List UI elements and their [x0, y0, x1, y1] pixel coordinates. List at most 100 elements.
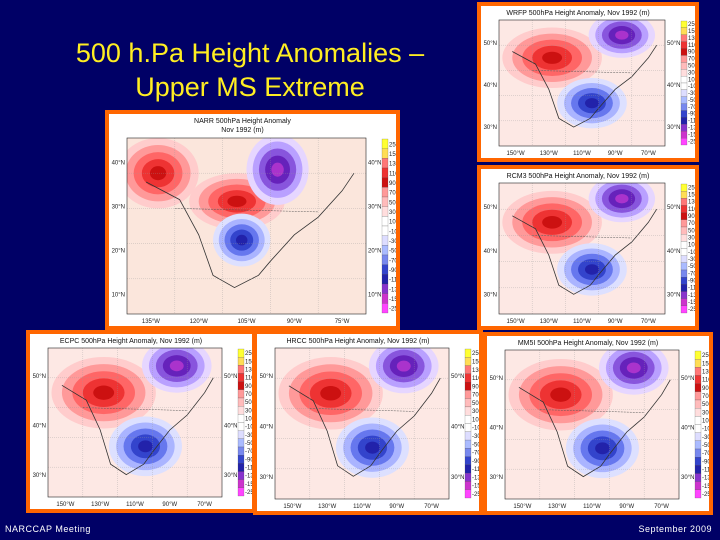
map-panel-ecpc: ECPC 500hPa Height Anomaly, Nov 1992 (m)…: [26, 330, 256, 513]
scale-swatch: [694, 481, 702, 490]
negative-anomaly-south: [213, 213, 271, 267]
map-panel-mm5i: MM5I 500hPa Height Anomaly, Nov 1992 (m)…: [483, 332, 713, 515]
scale-label: -70: [389, 258, 396, 264]
negative-anomaly-southeast: [335, 417, 409, 478]
lat-label-left: 50°N: [490, 376, 503, 382]
scale-label: -110: [688, 286, 695, 292]
lat-label-left: 30°N: [112, 204, 125, 210]
lon-label: 110°W: [573, 151, 591, 157]
scale-label: 30: [688, 236, 695, 242]
scale-label: -110: [702, 467, 709, 473]
scale-swatch: [381, 303, 389, 314]
lon-label: 70°W: [424, 504, 439, 510]
anomaly-field: [505, 350, 679, 499]
scale-swatch: [237, 446, 245, 456]
positive-anomaly: [508, 358, 613, 431]
map-panel-wrfp: WRFP 500hPa Height Anomaly, Nov 1992 (m)…: [477, 2, 699, 162]
graticule: [499, 20, 665, 146]
lon-label: 130°W: [91, 502, 109, 508]
lat-label-left: 50°N: [484, 205, 497, 211]
scale-label: 110: [688, 207, 695, 213]
scale-swatch: [680, 277, 688, 285]
scale-label: -250: [472, 492, 479, 498]
lat-label-right: 30°N: [667, 293, 680, 299]
scale-label: -250: [688, 307, 695, 313]
scale-swatch: [680, 89, 688, 97]
graticule: [127, 138, 366, 314]
lat-label-right: 40°N: [224, 423, 237, 429]
scale-label: -70: [688, 271, 695, 277]
scale-swatch: [680, 48, 688, 56]
lon-label: 150°W: [507, 319, 525, 325]
scale-label: -250: [245, 490, 252, 496]
scale-label: 90: [688, 214, 695, 220]
scale-swatch: [694, 416, 702, 425]
scale-swatch: [694, 440, 702, 450]
scale-label: -110: [389, 278, 396, 284]
scale-label: 150: [688, 29, 695, 35]
scale-swatch: [464, 398, 472, 408]
scale-swatch: [381, 283, 389, 294]
scale-label: 50: [688, 64, 695, 70]
scale-swatch: [694, 399, 702, 409]
lon-label: 150°W: [283, 504, 301, 510]
scale-swatch: [381, 274, 389, 285]
lat-label-left: 50°N: [484, 41, 497, 47]
lon-label: 70°W: [641, 151, 656, 157]
scale-swatch: [680, 305, 688, 314]
scale-label: -70: [245, 449, 252, 455]
scale-label: 10: [472, 417, 479, 423]
negative-anomaly-southeast: [557, 243, 627, 296]
map-panel-rcm3: RCM3 500hPa Height Anomaly, Nov 1992 (m)…: [477, 165, 699, 330]
scale-label: 130: [702, 369, 709, 375]
scale-label: 30: [688, 70, 695, 76]
scale-swatch: [680, 298, 688, 306]
lon-label: 90°W: [608, 319, 623, 325]
scale-swatch: [464, 390, 472, 399]
scale-label: 110: [472, 376, 479, 382]
scale-swatch: [694, 391, 702, 401]
scale-label: -150: [245, 482, 252, 488]
scale-swatch: [464, 439, 472, 449]
scale-swatch: [464, 489, 472, 499]
scale-swatch: [694, 489, 702, 499]
scale-swatch: [237, 414, 245, 423]
positive-anomaly: [502, 27, 602, 89]
lon-label: 70°W: [641, 319, 656, 325]
scale-label: -130: [472, 475, 479, 481]
scale-swatch: [464, 348, 472, 358]
scale-label: 250: [472, 351, 479, 357]
scale-swatch: [680, 262, 688, 271]
scale-label: 150: [389, 152, 396, 158]
scale-label: -150: [688, 300, 695, 306]
lat-label-left: 30°N: [260, 475, 273, 481]
panel-subtitle: Nov 1992 (m): [221, 127, 263, 134]
scale-swatch: [381, 138, 389, 149]
scale-swatch: [464, 357, 472, 366]
scale-swatch: [680, 27, 688, 35]
anomaly-field: [48, 348, 222, 497]
slide-title-line-1: 500 h.Pa Height Anomalies –: [75, 38, 425, 68]
scale-label: -70: [702, 451, 709, 457]
scale-swatch: [680, 82, 688, 90]
scale-swatch: [694, 367, 702, 376]
lon-label: 110°W: [583, 504, 601, 510]
scale-label: -50: [688, 264, 695, 270]
scale-label: 50: [472, 401, 479, 407]
lat-label-left: 30°N: [490, 475, 503, 481]
negative-anomaly-northeast: [368, 348, 439, 394]
scale-swatch: [680, 69, 688, 77]
scale-swatch: [680, 20, 688, 28]
lat-label-right: 30°N: [667, 125, 680, 131]
scale-label: 30: [245, 408, 252, 414]
scale-swatch: [237, 487, 245, 497]
lat-label-left: 50°N: [33, 374, 46, 380]
lon-label: 150°W: [507, 151, 525, 157]
scale-label: -70: [472, 451, 479, 457]
scale-label: 250: [702, 353, 709, 359]
scale-label: 90: [389, 181, 396, 187]
scale-swatch: [680, 198, 688, 206]
scale-swatch: [464, 456, 472, 465]
scale-label: -30: [472, 434, 479, 440]
negative-anomaly-southeast: [108, 416, 182, 477]
